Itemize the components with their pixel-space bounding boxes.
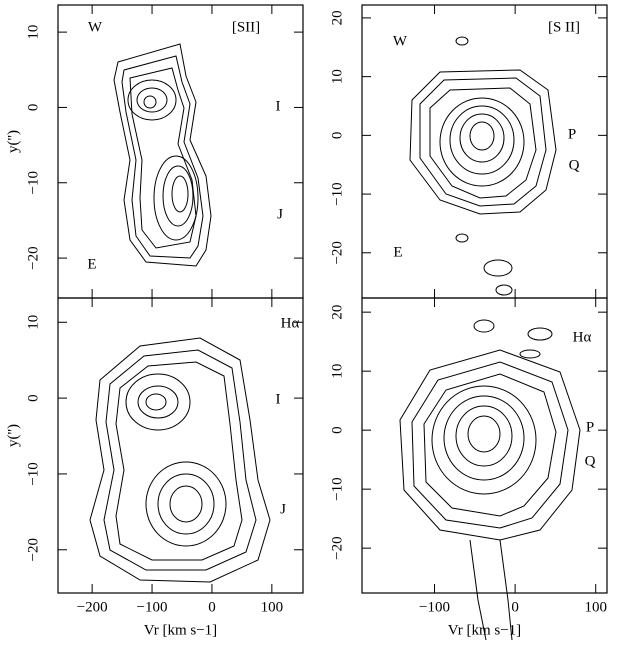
- annotation: P: [586, 419, 594, 435]
- x-tick-label: 0: [208, 599, 216, 615]
- contour: [455, 405, 513, 467]
- x-axis-label: Vr [km s−1]: [448, 622, 521, 638]
- contour: [411, 361, 569, 529]
- y-tick-label: −20: [329, 241, 345, 264]
- annotation: I: [276, 391, 281, 407]
- contour: [429, 87, 537, 199]
- x-tick-label: 0: [511, 599, 519, 615]
- contours-top-right: [409, 36, 557, 296]
- y-tick-label: −10: [25, 171, 41, 194]
- contour: [443, 395, 525, 481]
- y-tick-label: 0: [329, 426, 345, 434]
- annotation: Q: [569, 157, 580, 173]
- contour: [431, 385, 537, 495]
- y-tick-label: 20: [329, 10, 345, 25]
- y-tick-label: −10: [329, 477, 345, 500]
- x-axis-label: Vr [km s−1]: [144, 622, 217, 638]
- y-tick-label: −10: [25, 462, 41, 485]
- y-tick-label: 0: [25, 394, 41, 402]
- contour: [469, 121, 495, 151]
- contour: [459, 113, 505, 163]
- y-tick-label: 0: [329, 132, 345, 140]
- contour: [127, 79, 177, 121]
- contour: [469, 539, 513, 641]
- annotation: [SII]: [232, 19, 260, 35]
- y-tick-label: −20: [329, 536, 345, 559]
- y-tick-label: −10: [329, 182, 345, 205]
- contour: [125, 373, 191, 431]
- frame: [57, 297, 304, 594]
- contour: [157, 473, 215, 535]
- contour: [467, 415, 501, 453]
- x-tick-label: −100: [137, 599, 168, 615]
- annotation: W: [88, 19, 103, 35]
- contours-top-left: [113, 43, 212, 267]
- contour: [439, 97, 525, 187]
- frame: [361, 297, 608, 594]
- contours-bottom-left: [89, 337, 271, 583]
- contour: [153, 155, 199, 241]
- contours-bottom-right: [399, 319, 581, 641]
- annotation: E: [393, 244, 402, 260]
- x-tick-label: 100: [584, 599, 607, 615]
- contour: [171, 175, 189, 213]
- annotation: Q: [585, 453, 596, 469]
- y-tick-label: −20: [25, 246, 41, 269]
- y-tick-label: 10: [329, 69, 345, 84]
- contour: [495, 284, 513, 296]
- annotation: I: [276, 98, 281, 114]
- y-tick-label: 10: [25, 25, 41, 40]
- annotation: Hα: [573, 329, 592, 345]
- contour: [449, 105, 515, 175]
- annotation: P: [568, 126, 576, 142]
- y-tick-label: 10: [329, 364, 345, 379]
- contour: [423, 373, 557, 517]
- contour: [136, 87, 168, 113]
- y-tick-label: 0: [25, 104, 41, 112]
- contour: [419, 77, 547, 207]
- contour: [519, 349, 541, 359]
- contour: [137, 385, 179, 419]
- contour: [527, 327, 553, 341]
- contour: [145, 461, 227, 547]
- contour: [483, 259, 513, 277]
- y-axis-label: y(''): [5, 130, 21, 153]
- contour: [113, 43, 212, 267]
- contour: [129, 67, 197, 249]
- annotation: Hα: [281, 315, 300, 331]
- contour: [409, 69, 557, 215]
- contour: [162, 165, 194, 227]
- contour: [115, 361, 243, 561]
- annotation: W: [393, 33, 408, 49]
- contour: [455, 36, 469, 46]
- contour: [169, 485, 203, 523]
- y-tick-label: −20: [25, 538, 41, 561]
- annotation: J: [280, 501, 286, 517]
- y-tick-label: 20: [329, 305, 345, 320]
- x-tick-label: −100: [419, 599, 450, 615]
- contour: [103, 349, 257, 571]
- contour: [455, 233, 469, 243]
- contour: [121, 55, 204, 259]
- x-tick-label: 100: [261, 599, 284, 615]
- annotation: [S II]: [548, 19, 580, 35]
- contour: [143, 95, 157, 109]
- contour: [89, 337, 271, 583]
- annotation: E: [87, 256, 96, 272]
- annotation: J: [277, 206, 283, 222]
- contour: [473, 319, 495, 333]
- x-tick-label: −200: [77, 599, 108, 615]
- contour: [399, 349, 581, 541]
- y-axis-label: y(''): [5, 424, 21, 447]
- y-tick-label: 10: [25, 315, 41, 330]
- contour: [145, 393, 167, 411]
